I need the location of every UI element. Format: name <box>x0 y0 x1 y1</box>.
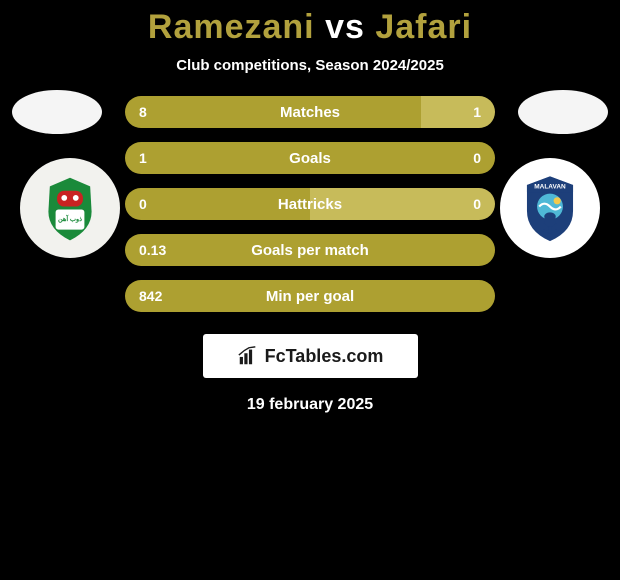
stat-value-right: 1 <box>473 96 481 128</box>
comparison-card: Ramezani vs Jafari Club competitions, Se… <box>0 0 620 580</box>
subtitle: Club competitions, Season 2024/2025 <box>0 57 620 74</box>
stat-value-left: 8 <box>139 96 147 128</box>
page-title: Ramezani vs Jafari <box>0 0 620 47</box>
stat-value-right: 0 <box>473 142 481 174</box>
svg-text:ذوب آهن: ذوب آهن <box>58 215 82 223</box>
stat-bar-left-fill <box>125 280 495 312</box>
stat-value-left: 1 <box>139 142 147 174</box>
club-right-crest-icon: MALAVAN <box>514 172 586 244</box>
player1-name: Ramezani <box>148 8 315 46</box>
stat-bars: Matches81Goals10Hattricks00Goals per mat… <box>125 96 495 312</box>
player2-avatar <box>518 90 608 134</box>
club-right-badge: MALAVAN <box>500 158 600 258</box>
source-logo: FcTables.com <box>203 334 418 378</box>
player2-name: Jafari <box>375 8 472 46</box>
date-text: 19 february 2025 <box>0 396 620 414</box>
source-logo-text: FcTables.com <box>265 346 384 367</box>
stat-row: Goals per match0.13 <box>125 234 495 266</box>
stat-bar-right-fill <box>310 188 495 220</box>
stat-row: Matches81 <box>125 96 495 128</box>
club-left-badge: ذوب آهن <box>20 158 120 258</box>
player1-avatar <box>12 90 102 134</box>
stat-bar-left-fill <box>125 188 310 220</box>
stat-bar-right-fill <box>421 96 495 128</box>
vs-text: vs <box>325 8 365 46</box>
stat-value-right: 0 <box>473 188 481 220</box>
stat-row: Goals10 <box>125 142 495 174</box>
stat-bar-left-fill <box>125 96 421 128</box>
svg-text:MALAVAN: MALAVAN <box>534 184 566 191</box>
bar-chart-icon <box>237 345 259 367</box>
main-content: ذوب آهن MALAVAN Matches81Goals10Hattrick… <box>0 96 620 414</box>
stat-value-left: 842 <box>139 280 162 312</box>
stat-bar-left-fill <box>125 142 495 174</box>
stat-row: Hattricks00 <box>125 188 495 220</box>
club-left-crest-icon: ذوب آهن <box>34 172 106 244</box>
stat-value-left: 0.13 <box>139 234 166 266</box>
stat-row: Min per goal842 <box>125 280 495 312</box>
stat-bar-left-fill <box>125 234 495 266</box>
stat-value-left: 0 <box>139 188 147 220</box>
